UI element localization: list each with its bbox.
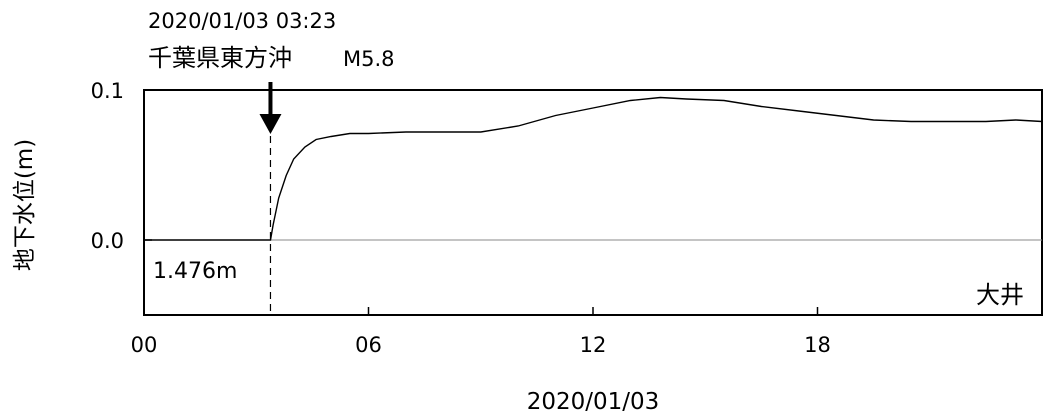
x-tick-label: 12: [580, 333, 607, 357]
y-tick-label: 0.0: [91, 229, 124, 253]
event-magnitude: M5.8: [343, 47, 395, 71]
event-arrow-head: [259, 114, 282, 134]
x-tick-label: 06: [355, 333, 382, 357]
event-arrow: [259, 82, 282, 134]
x-tick-label: 18: [804, 333, 831, 357]
event-datetime: 2020/01/03 03:23: [148, 9, 336, 33]
water-level-series-line: [144, 96, 1043, 241]
x-tick-label: 00: [131, 333, 158, 357]
station-label: 大井: [976, 281, 1024, 309]
x-axis-label: 2020/01/03: [527, 389, 660, 415]
baseline-label: 1.476m: [153, 259, 237, 284]
plot-frame: [143, 89, 1043, 316]
y-axis-label: 地下水位(m): [12, 139, 38, 271]
event-name: 千葉県東方沖: [148, 44, 292, 72]
y-tick-label: 0.1: [91, 79, 124, 103]
